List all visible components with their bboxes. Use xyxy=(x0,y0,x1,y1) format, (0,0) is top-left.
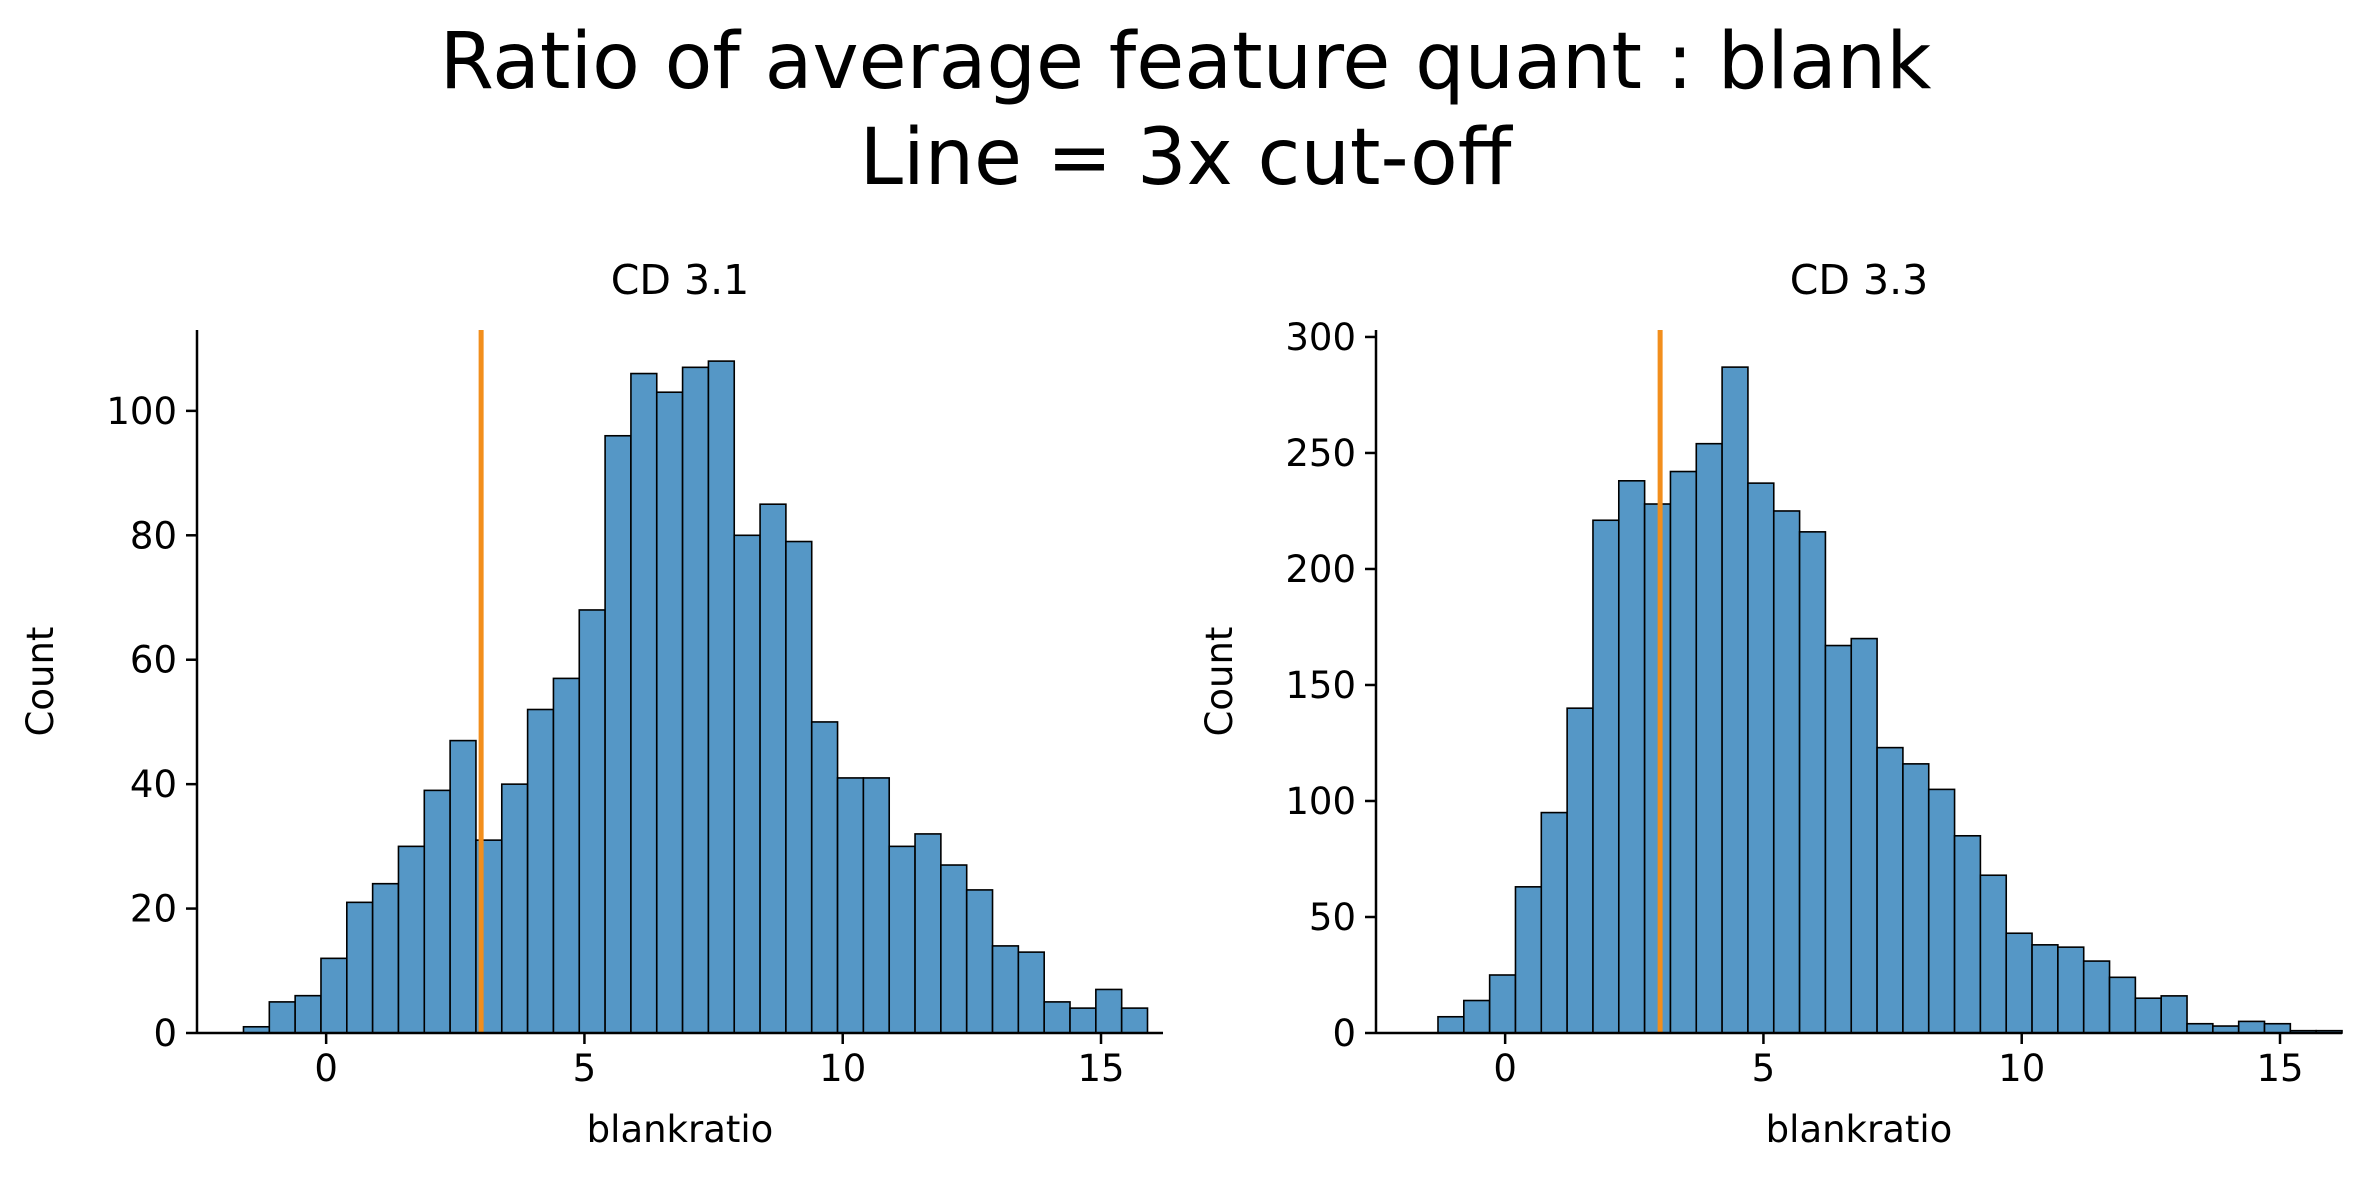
histogram-bar xyxy=(1437,1015,1465,1034)
histogram-bar xyxy=(991,945,1020,1034)
chart-title: CD 3.1 xyxy=(611,256,749,304)
histogram-bar xyxy=(2057,946,2085,1034)
histogram-bar xyxy=(1043,1001,1071,1034)
x-tick-label: 15 xyxy=(1077,1047,1124,1090)
y-tick-label: 100 xyxy=(1285,780,1356,823)
histogram-bar xyxy=(1069,1007,1097,1034)
histogram-bar xyxy=(500,783,529,1034)
histogram-bar xyxy=(914,833,942,1034)
histogram-bar xyxy=(1669,470,1698,1034)
histogram-bar xyxy=(604,434,632,1034)
histogram-bar xyxy=(371,882,400,1034)
y-tick-label: 0 xyxy=(153,1012,177,1055)
figure-title: Ratio of average feature quant : blank L… xyxy=(0,14,2371,206)
y-tick-label: 50 xyxy=(1309,896,1356,939)
histogram-bar xyxy=(449,739,477,1034)
x-tick-label: 10 xyxy=(819,1047,866,1090)
x-tick-label: 5 xyxy=(573,1047,597,1090)
histogram-bar xyxy=(759,503,787,1034)
figure-title-line-2: Line = 3x cut-off xyxy=(859,113,1512,203)
histogram-bar xyxy=(785,540,813,1034)
histogram-bar xyxy=(2134,997,2162,1034)
y-axis-label: Count xyxy=(1198,627,1241,737)
histogram-bar xyxy=(707,360,736,1034)
histogram-bar xyxy=(655,391,684,1034)
histogram-bar xyxy=(268,1001,296,1034)
histogram-bar xyxy=(2082,960,2111,1034)
histogram-bar xyxy=(346,901,374,1034)
histogram-bar xyxy=(1514,886,1543,1034)
y-tick-label: 20 xyxy=(130,888,177,931)
y-tick-label: 100 xyxy=(106,390,177,433)
histogram-bar xyxy=(1463,999,1491,1034)
histogram-bar xyxy=(1120,1007,1149,1034)
y-axis-label: Count xyxy=(19,627,62,737)
histogram-bar xyxy=(1876,746,1904,1034)
histogram-bar xyxy=(2031,944,2059,1034)
x-axis-label: blankratio xyxy=(1766,1108,1953,1151)
histogram-bar xyxy=(2005,932,2033,1034)
y-tick-label: 150 xyxy=(1285,664,1356,707)
histogram-bar xyxy=(423,789,451,1034)
histogram-bar xyxy=(681,366,710,1034)
histogram-bar xyxy=(1540,811,1568,1034)
y-tick-label: 0 xyxy=(1332,1012,1356,1055)
histogram-bar xyxy=(2108,976,2137,1034)
histogram-cd-3-3: CD 3.3 blankratio Count 0 5 10 150501001502… xyxy=(1198,256,2343,1151)
y-tick-label: 40 xyxy=(130,763,177,806)
histogram-bar xyxy=(397,845,426,1034)
x-tick-label: 0 xyxy=(314,1047,338,1090)
y-tick-label: 300 xyxy=(1285,316,1356,359)
histogram-bar xyxy=(1850,637,1878,1034)
histogram-bar xyxy=(1488,974,1517,1034)
histogram-bar xyxy=(1772,510,1801,1034)
histogram-bar xyxy=(630,372,658,1034)
histogram-bar xyxy=(862,777,891,1034)
histogram-bar xyxy=(2160,995,2188,1034)
histogram-bar xyxy=(1617,480,1646,1034)
histogram-bar xyxy=(1798,531,1827,1034)
y-tick-label: 200 xyxy=(1285,548,1356,591)
histogram-bar xyxy=(810,721,839,1034)
histogram-bar xyxy=(552,677,581,1034)
histogram-bar xyxy=(888,845,916,1034)
histogram-bar xyxy=(733,534,761,1034)
histogram-bar xyxy=(1953,834,1982,1034)
histogram-bar xyxy=(940,864,968,1034)
histogram-bar xyxy=(1643,503,1672,1034)
histogram-bar xyxy=(1017,951,1045,1034)
histogram-bar xyxy=(1979,874,2008,1034)
histogram-bar xyxy=(1566,707,1594,1034)
histogram-bar xyxy=(1695,442,1723,1034)
y-tick-label: 250 xyxy=(1285,432,1356,475)
histogram-bar xyxy=(2263,1022,2292,1034)
chart-title: CD 3.3 xyxy=(1790,256,1928,304)
histogram-cd-3-1: CD 3.1 blankratio Count 0 5 10 15 0 20 40 60 80 1… xyxy=(19,256,1163,1151)
histogram-bar xyxy=(836,777,865,1034)
histogram-bar xyxy=(578,609,606,1034)
histogram-bar xyxy=(1721,366,1749,1034)
figure-title-line-1: Ratio of average feature quant : blank xyxy=(439,17,1932,107)
histogram-bar xyxy=(320,957,348,1034)
histogram-bar xyxy=(2186,1022,2214,1034)
histogram-bar xyxy=(1824,644,1853,1034)
histogram-bar xyxy=(1747,482,1775,1034)
histogram-bar xyxy=(526,708,555,1034)
histogram-bar xyxy=(965,889,994,1034)
x-tick-label: 0 xyxy=(1493,1047,1517,1090)
histogram-bar xyxy=(2237,1020,2266,1034)
histogram-bar xyxy=(1927,788,1956,1034)
y-tick-label: 80 xyxy=(130,514,177,557)
x-tick-label: 15 xyxy=(2256,1047,2303,1090)
x-axis-label: blankratio xyxy=(587,1108,774,1151)
x-tick-label: 5 xyxy=(1752,1047,1776,1090)
histogram-bar xyxy=(1592,519,1620,1034)
x-tick-label: 10 xyxy=(1998,1047,2045,1090)
histogram-bar xyxy=(1902,763,1930,1034)
histogram-bar xyxy=(1095,988,1123,1034)
histogram-bar xyxy=(294,994,322,1034)
y-tick-label: 60 xyxy=(130,639,177,682)
